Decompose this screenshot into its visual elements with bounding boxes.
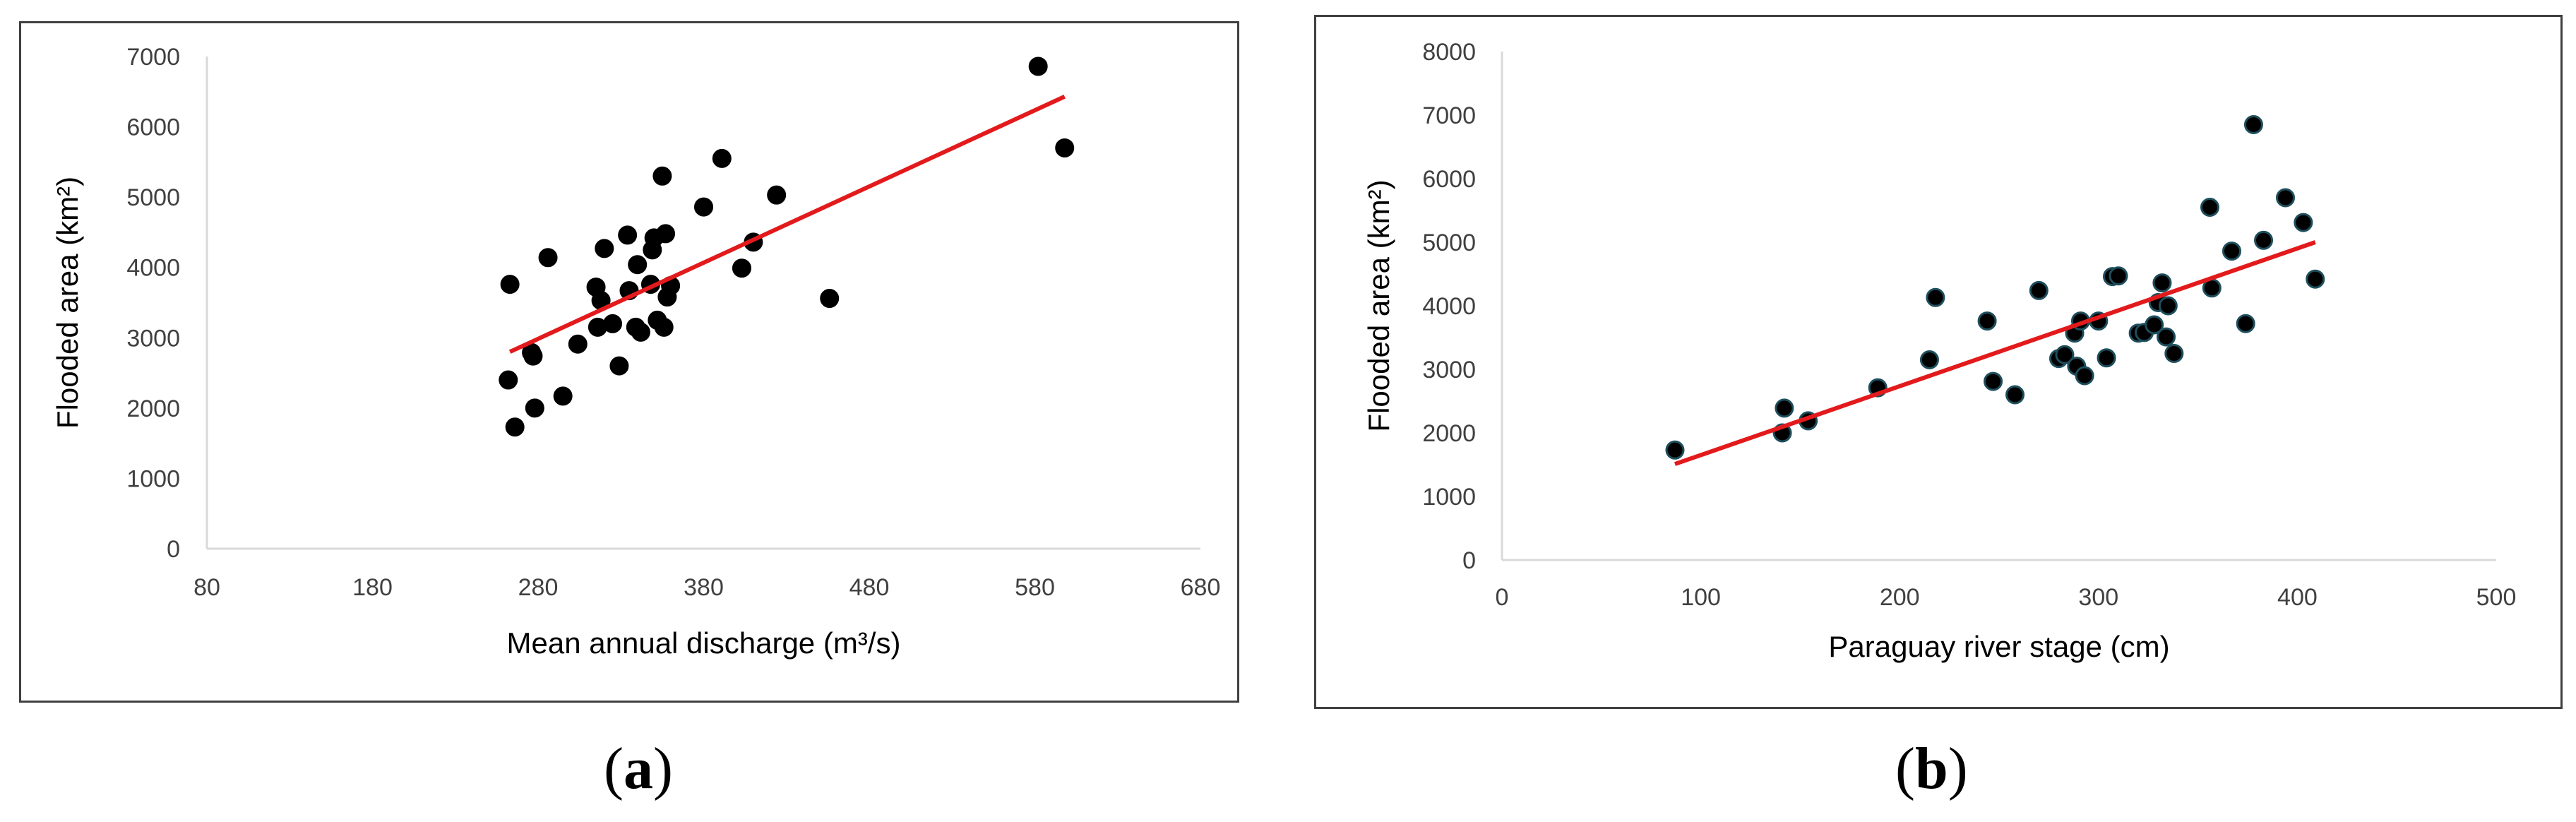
data-point-b bbox=[2306, 269, 2325, 289]
data-point-a bbox=[656, 224, 676, 244]
data-point-b bbox=[2152, 273, 2172, 293]
data-point-a bbox=[505, 417, 525, 437]
data-point-a bbox=[568, 334, 588, 354]
x-tick-label-a: 280 bbox=[518, 574, 559, 601]
data-point-b bbox=[2097, 348, 2116, 368]
y-tick-label-a: 3000 bbox=[126, 325, 180, 352]
trend-line-b bbox=[1674, 240, 2316, 466]
data-point-b bbox=[2164, 344, 2184, 363]
data-point-a bbox=[1055, 138, 1075, 157]
x-tick-label-b: 0 bbox=[1496, 584, 1509, 611]
y-tick-label-b: 2000 bbox=[1422, 420, 1476, 447]
x-tick-label-a: 680 bbox=[1181, 574, 1221, 601]
data-point-b bbox=[1984, 371, 2003, 391]
panel-label-b: (b) bbox=[1895, 736, 1968, 802]
y-tick-label-a: 7000 bbox=[126, 44, 180, 71]
data-point-b bbox=[1926, 287, 1945, 307]
y-tick-label-b: 6000 bbox=[1422, 166, 1476, 193]
y-tick-label-b: 8000 bbox=[1422, 39, 1476, 66]
data-point-b bbox=[2294, 213, 2313, 232]
data-point-a bbox=[538, 248, 558, 268]
data-point-b bbox=[2222, 242, 2241, 261]
panel-label-a: (a) bbox=[604, 736, 673, 802]
x-axis-title-a: Mean annual discharge (m³/s) bbox=[507, 626, 901, 660]
y-tick-label-b: 7000 bbox=[1422, 102, 1476, 129]
data-point-a bbox=[767, 185, 787, 205]
y-tick-label-a: 4000 bbox=[126, 255, 180, 282]
data-point-a bbox=[732, 258, 751, 278]
data-point-a bbox=[499, 370, 518, 390]
data-point-b bbox=[2158, 296, 2178, 316]
data-point-a bbox=[603, 314, 623, 333]
y-tick-label-a: 2000 bbox=[126, 395, 180, 422]
x-tick-label-a: 380 bbox=[684, 574, 724, 601]
data-point-b bbox=[2029, 280, 2049, 300]
data-point-a bbox=[500, 275, 520, 294]
data-point-a bbox=[712, 148, 732, 168]
data-point-a bbox=[631, 322, 650, 342]
x-tick-label-a: 480 bbox=[849, 574, 890, 601]
y-axis-title-b: Flooded area (km²) bbox=[1362, 179, 1395, 431]
data-point-b bbox=[2005, 385, 2025, 405]
data-point-a bbox=[652, 166, 672, 186]
data-point-b bbox=[1775, 398, 1794, 418]
data-point-b bbox=[1665, 440, 1685, 460]
data-point-b bbox=[2243, 115, 2263, 134]
data-point-b bbox=[2236, 314, 2255, 333]
data-point-b bbox=[2254, 230, 2274, 250]
y-tick-label-a: 5000 bbox=[126, 184, 180, 211]
data-point-a bbox=[553, 386, 573, 406]
x-tick-label-a: 180 bbox=[352, 574, 393, 601]
y-tick-label-a: 0 bbox=[167, 536, 180, 563]
data-point-a bbox=[523, 346, 543, 366]
y-tick-label-b: 0 bbox=[1462, 547, 1476, 574]
data-point-a bbox=[654, 317, 674, 337]
x-tick-label-b: 500 bbox=[2476, 584, 2517, 611]
chart-a-frame bbox=[19, 21, 1239, 703]
x-axis-title-b: Paraguay river stage (cm) bbox=[1828, 630, 2169, 663]
data-point-b bbox=[2109, 266, 2128, 286]
data-point-b bbox=[1977, 311, 1997, 331]
x-tick-label-a: 80 bbox=[193, 574, 220, 601]
data-point-b bbox=[2145, 315, 2164, 335]
y-tick-label-b: 3000 bbox=[1422, 357, 1476, 383]
trend-line-a bbox=[508, 95, 1066, 354]
data-point-a bbox=[525, 398, 544, 418]
x-tick-label-b: 400 bbox=[2277, 584, 2318, 611]
data-point-a bbox=[820, 289, 840, 309]
data-point-a bbox=[694, 197, 713, 217]
y-tick-label-a: 6000 bbox=[126, 114, 180, 141]
y-tick-label-b: 4000 bbox=[1422, 293, 1476, 320]
y-tick-label-a: 1000 bbox=[126, 465, 180, 492]
data-point-b bbox=[2075, 366, 2094, 386]
data-point-b bbox=[1919, 350, 1939, 369]
data-point-b bbox=[2055, 345, 2075, 364]
x-tick-label-a: 580 bbox=[1015, 574, 1055, 601]
y-axis-title-a: Flooded area (km²) bbox=[51, 177, 84, 429]
x-tick-label-b: 300 bbox=[2078, 584, 2118, 611]
data-point-a bbox=[628, 255, 648, 275]
y-tick-label-b: 1000 bbox=[1422, 484, 1476, 511]
data-point-b bbox=[2157, 327, 2176, 347]
data-point-b bbox=[2200, 198, 2219, 217]
y-tick-label-b: 5000 bbox=[1422, 230, 1476, 256]
data-point-a bbox=[618, 225, 638, 245]
data-point-a bbox=[1028, 56, 1048, 76]
x-tick-label-b: 100 bbox=[1681, 584, 1721, 611]
x-tick-label-b: 200 bbox=[1880, 584, 1920, 611]
data-point-a bbox=[595, 239, 614, 258]
data-point-a bbox=[609, 356, 629, 376]
data-point-b bbox=[2276, 188, 2296, 208]
